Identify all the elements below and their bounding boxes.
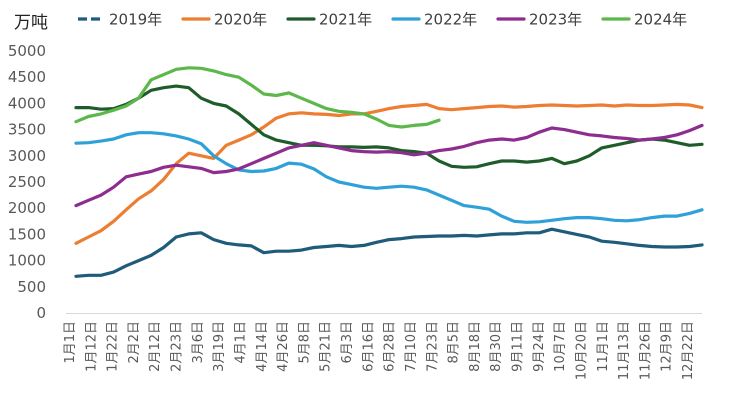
series-line-5 [74, 123, 704, 208]
legend-label: 2019年 [109, 11, 162, 29]
x-tick-label: 1月22日 [106, 321, 121, 372]
x-tick-label: 7月10日 [404, 321, 419, 372]
y-unit-label: 万吨 [14, 13, 48, 33]
x-tick-label: 11月13日 [617, 321, 632, 380]
x-tick-label: 12月9日 [660, 321, 675, 372]
x-tick-label: 10月7日 [553, 321, 568, 372]
y-axis: 0 500 1000 1500 2000 2500 3000 3500 4000 4500 5000 [8, 42, 46, 322]
series-line-1 [74, 227, 704, 278]
y-tick-label: 1500 [8, 225, 46, 243]
x-tick-label: 11月1日 [596, 321, 611, 372]
x-tick-label: 6月16日 [361, 321, 376, 372]
y-tick-label: 3500 [8, 121, 46, 139]
x-tick-label: 8月30日 [489, 321, 504, 372]
x-tick-label: 11月26日 [638, 321, 653, 380]
x-tick-label: 2月12日 [148, 321, 163, 372]
x-tick-label: 9月11日 [511, 321, 526, 372]
y-tick-label: 2500 [8, 173, 46, 191]
x-tick-label: 1月12日 [84, 321, 99, 372]
x-tick-label: 4月14日 [255, 321, 270, 372]
x-tick-label: 10月20日 [574, 321, 589, 380]
y-tick-label: 2000 [8, 199, 46, 217]
series-line-6 [74, 66, 441, 129]
x-tick-label: 6月28日 [383, 321, 398, 372]
y-tick-label: 5000 [8, 42, 46, 60]
x-tick-label: 8月5日 [447, 321, 462, 364]
series-line-3 [74, 84, 704, 169]
y-tick-label: 500 [17, 278, 46, 296]
series-line-2 [74, 102, 704, 245]
x-tick-label: 7月23日 [425, 321, 440, 372]
x-tick-label: 12月22日 [681, 321, 696, 380]
legend-label: 2023年 [529, 11, 582, 29]
y-tick-label: 0 [36, 304, 46, 322]
y-tick-label: 4000 [8, 94, 46, 112]
y-tick-label: 1000 [8, 252, 46, 270]
x-tick-label: 8月18日 [468, 321, 483, 372]
legend-label: 2021年 [319, 11, 372, 29]
series-line-4 [74, 131, 704, 224]
legend-label: 2024年 [634, 11, 687, 29]
x-tick-label: 4月1日 [233, 321, 248, 364]
x-tick-label: 2月23日 [170, 321, 185, 372]
x-tick-label: 3月6日 [191, 321, 206, 364]
x-tick-label: 3月19日 [212, 321, 227, 372]
x-tick-label: 9月24日 [532, 321, 547, 372]
x-tick-label: 4月26日 [276, 321, 291, 372]
legend-label: 2022年 [424, 11, 477, 29]
x-tick-label: 2月2日 [127, 321, 142, 364]
x-tick-label: 1月1日 [63, 321, 78, 364]
y-tick-label: 3000 [8, 147, 46, 165]
x-axis: 1月1日 1月12日 1月22日 2月2日 2月12日 2月23日 3月6日 3月19日 4月1… [63, 313, 702, 380]
y-tick-label: 4500 [8, 68, 46, 86]
legend: 2019年 2020年 2021年 2022年 2023年 2024年 [78, 11, 687, 29]
series-lines [74, 66, 704, 278]
legend-label: 2020年 [214, 11, 267, 29]
x-tick-label: 5月8日 [297, 321, 312, 364]
x-tick-label: 5月21日 [319, 321, 334, 372]
x-tick-label: 6月3日 [340, 321, 355, 364]
